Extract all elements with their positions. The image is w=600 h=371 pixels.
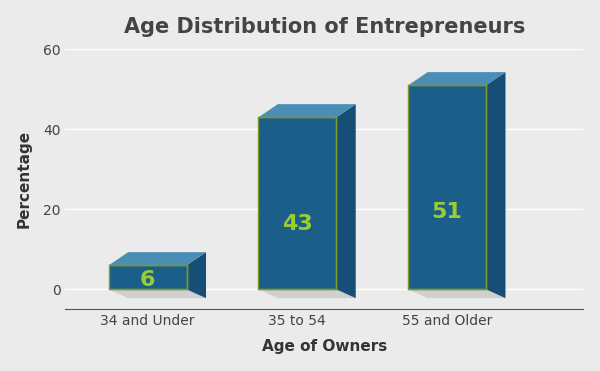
Polygon shape xyxy=(486,72,505,298)
Bar xyxy=(259,117,336,289)
Text: 6: 6 xyxy=(140,270,155,290)
Bar xyxy=(408,85,486,289)
Polygon shape xyxy=(109,289,206,298)
Polygon shape xyxy=(408,289,505,298)
Y-axis label: Percentage: Percentage xyxy=(17,130,32,229)
Polygon shape xyxy=(187,252,206,298)
Polygon shape xyxy=(336,104,356,298)
Polygon shape xyxy=(259,289,356,298)
Text: 43: 43 xyxy=(282,214,313,234)
Bar xyxy=(109,265,187,289)
Polygon shape xyxy=(408,72,505,85)
Polygon shape xyxy=(109,252,206,265)
X-axis label: Age of Owners: Age of Owners xyxy=(262,339,387,354)
Polygon shape xyxy=(259,104,356,117)
Text: 51: 51 xyxy=(431,202,463,222)
Title: Age Distribution of Entrepreneurs: Age Distribution of Entrepreneurs xyxy=(124,17,525,37)
